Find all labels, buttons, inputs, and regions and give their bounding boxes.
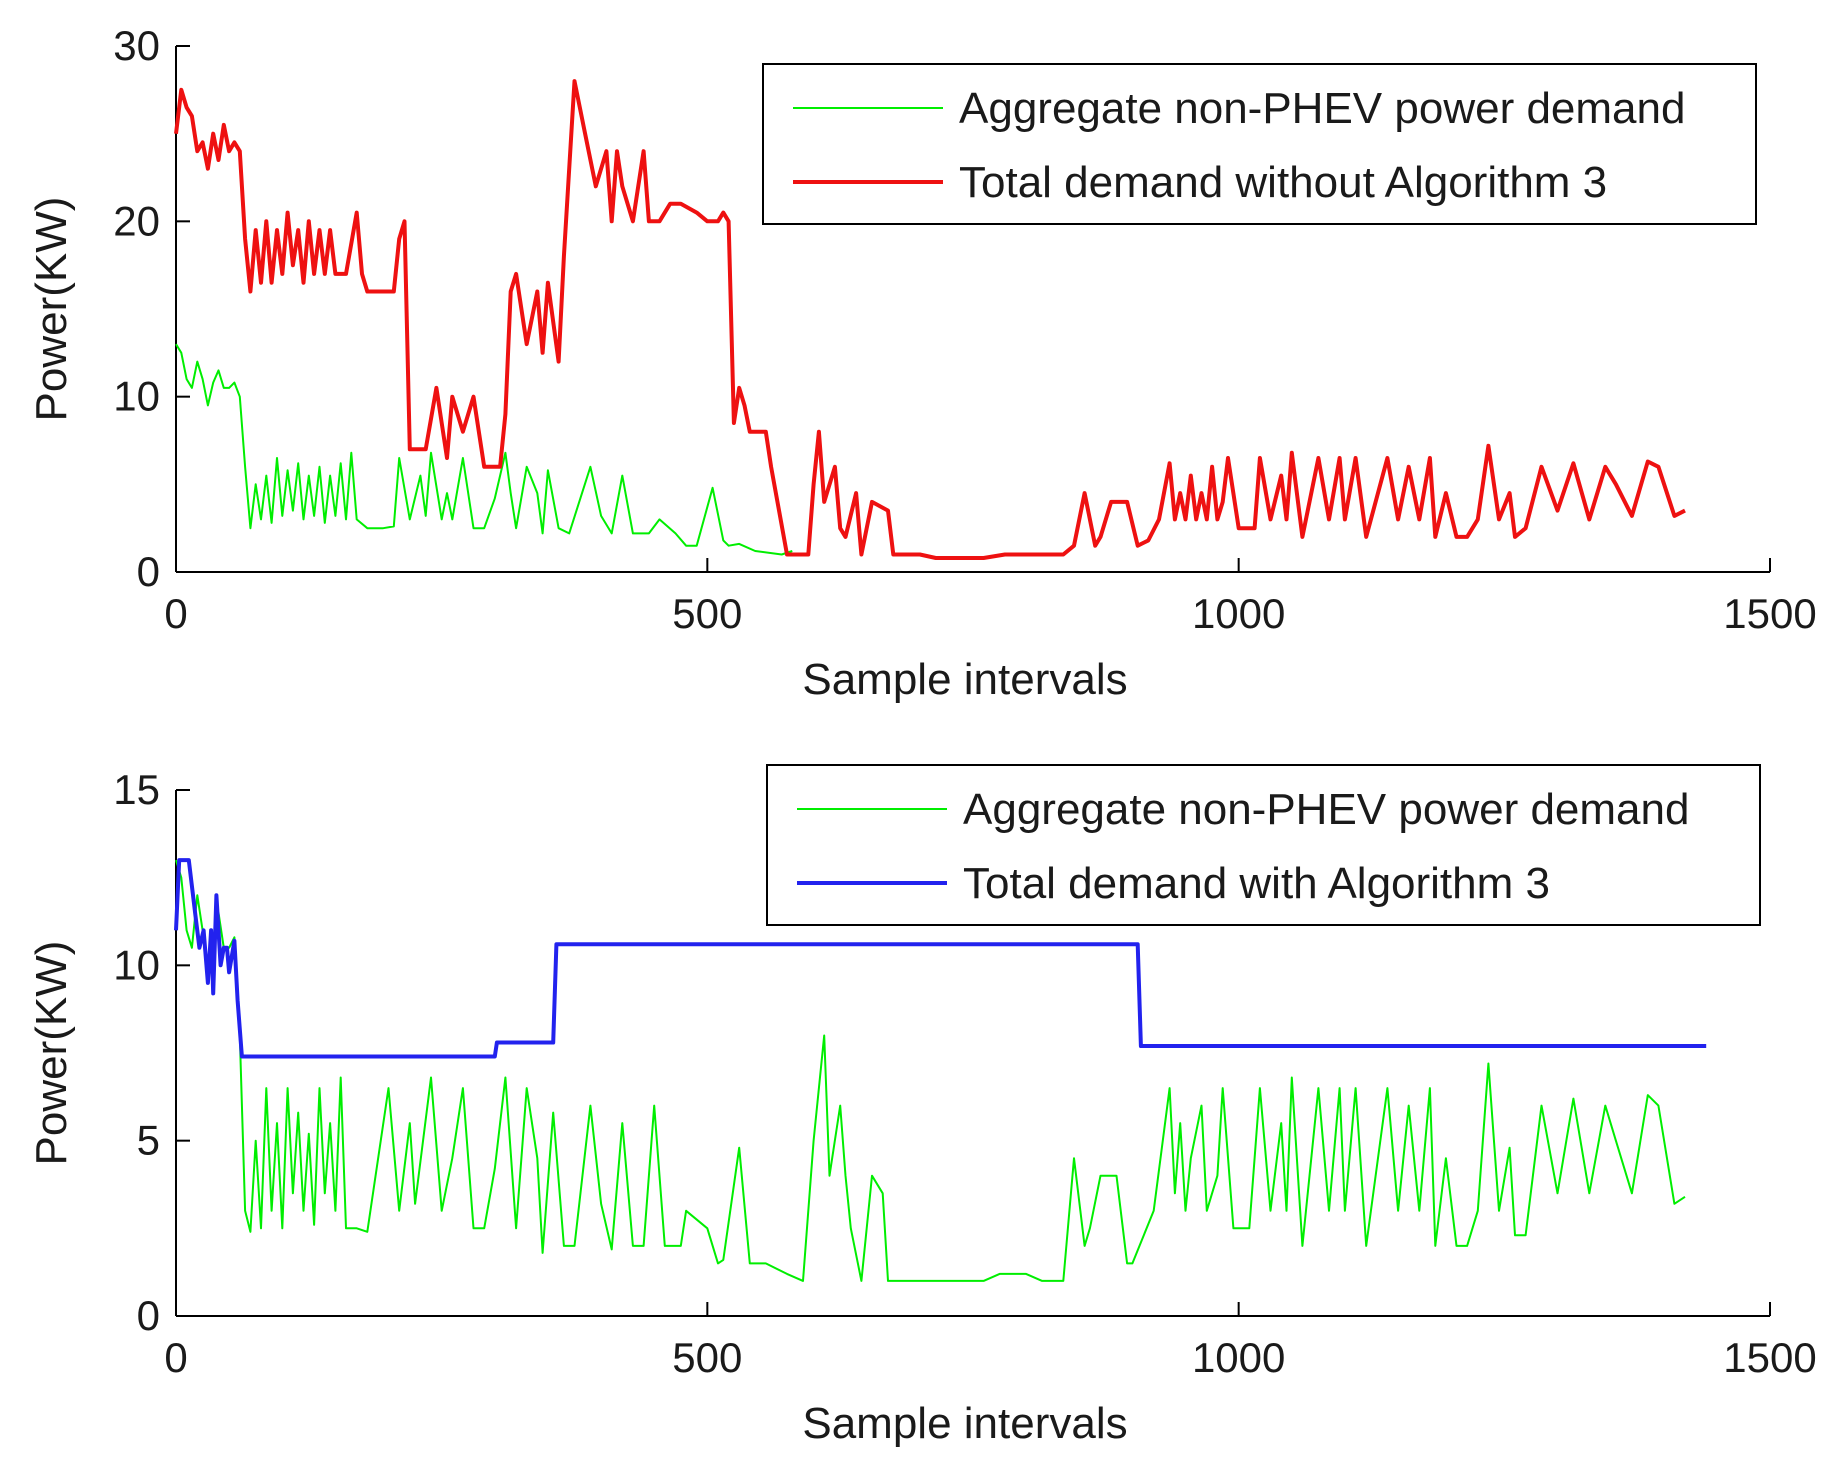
x-tick-label: 1500 <box>1723 1334 1816 1381</box>
y-tick-label: 0 <box>137 1292 160 1339</box>
series-line-2 <box>174 79 1686 560</box>
legend-label: Aggregate non-PHEV power demand <box>963 785 1689 834</box>
y-axis-label: Power(KW) <box>27 197 76 422</box>
x-tick-label: 1000 <box>1192 1334 1285 1381</box>
legend: Aggregate non-PHEV power demand Total dem… <box>766 764 1761 926</box>
series-line-1 <box>175 343 793 556</box>
x-tick-label: 0 <box>164 1334 187 1381</box>
legend: Aggregate non-PHEV power demand Total dem… <box>762 63 1757 225</box>
x-tick-label: 1000 <box>1192 590 1285 637</box>
series-line-1 <box>175 859 1686 1282</box>
x-tick-label: 1500 <box>1723 590 1816 637</box>
x-tick-label: 500 <box>672 590 742 637</box>
legend-label: Aggregate non-PHEV power demand <box>959 84 1685 133</box>
y-axis-label: Power(KW) <box>27 941 76 1166</box>
y-tick-label: 0 <box>137 548 160 595</box>
x-axis-label: Sample intervals <box>802 1399 1127 1448</box>
y-tick-label: 15 <box>113 766 160 813</box>
x-axis-label: Sample intervals <box>802 655 1127 704</box>
legend-label: Total demand without Algorithm 3 <box>959 158 1607 207</box>
legend-label: Total demand with Algorithm 3 <box>963 859 1550 908</box>
y-tick-label: 10 <box>113 373 160 420</box>
legend-box <box>766 764 1761 926</box>
y-tick-label: 20 <box>113 197 160 244</box>
x-tick-label: 0 <box>164 590 187 637</box>
x-tick-label: 500 <box>672 1334 742 1381</box>
legend-box <box>762 63 1757 225</box>
chart-2: 0 500 1000 1500 0 5 10 15 Sample intervals Power(… <box>27 764 1817 1448</box>
series-line-2 <box>174 858 1707 1059</box>
y-tick-label: 5 <box>137 1117 160 1164</box>
y-tick-label: 10 <box>113 941 160 988</box>
chart-1: 0 500 1000 1500 0 10 20 30 Sample intervals Power… <box>27 22 1817 704</box>
y-tick-label: 30 <box>113 22 160 69</box>
